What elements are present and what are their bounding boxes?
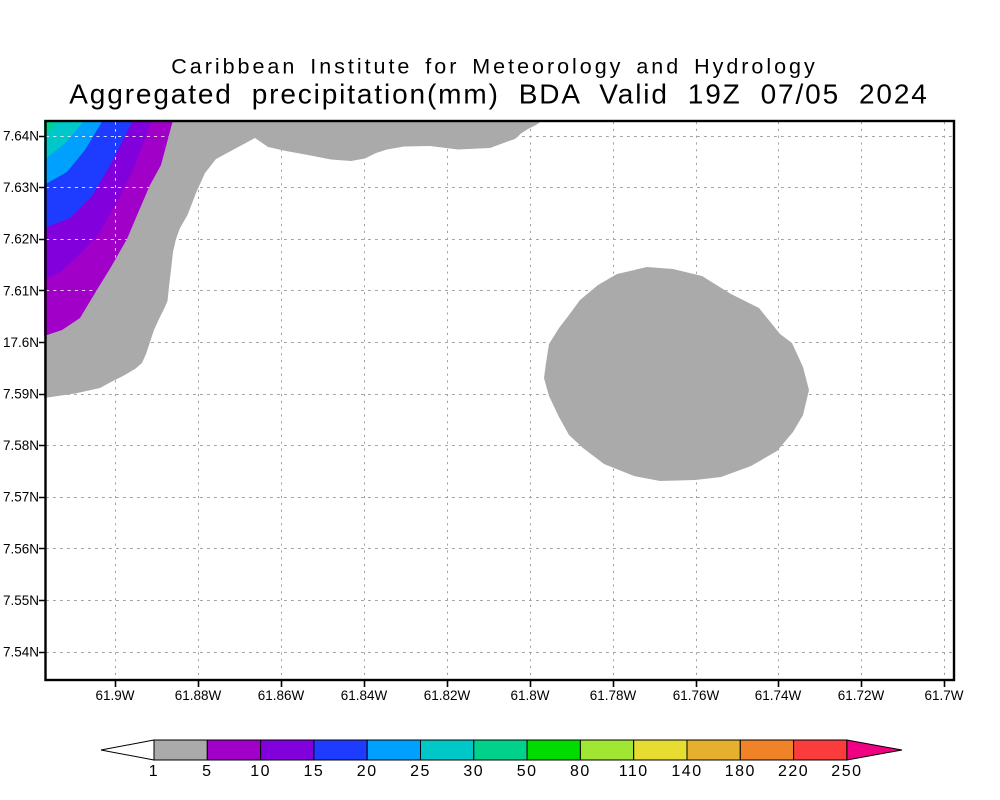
svg-text:80: 80 [570, 763, 591, 780]
svg-text:20: 20 [357, 763, 378, 780]
svg-text:7.55N: 7.55N [3, 593, 39, 608]
svg-text:25: 25 [410, 763, 431, 780]
svg-text:Aggregated precipitation(mm) B: Aggregated precipitation(mm) BDA Valid 1… [69, 79, 928, 110]
svg-text:Caribbean Institute for Meteor: Caribbean Institute for Meteorology and … [171, 55, 817, 79]
svg-text:7.63N: 7.63N [3, 180, 39, 195]
svg-text:220: 220 [778, 763, 809, 780]
svg-text:180: 180 [725, 763, 756, 780]
svg-text:61.78W: 61.78W [590, 688, 637, 703]
svg-text:7.64N: 7.64N [3, 129, 39, 144]
svg-text:61.72W: 61.72W [838, 688, 885, 703]
svg-text:30: 30 [463, 763, 484, 780]
svg-text:61.84W: 61.84W [341, 688, 388, 703]
svg-text:10: 10 [250, 763, 271, 780]
svg-text:7.62N: 7.62N [3, 232, 39, 247]
svg-text:61.76W: 61.76W [673, 688, 720, 703]
svg-text:61.9W: 61.9W [95, 688, 134, 703]
svg-text:61.7W: 61.7W [924, 688, 963, 703]
svg-text:7.59N: 7.59N [3, 387, 39, 402]
svg-text:50: 50 [517, 763, 538, 780]
svg-text:7.58N: 7.58N [3, 438, 39, 453]
svg-text:250: 250 [831, 763, 862, 780]
svg-text:61.88W: 61.88W [175, 688, 222, 703]
svg-text:61.86W: 61.86W [258, 688, 305, 703]
svg-text:1: 1 [149, 763, 159, 780]
svg-text:15: 15 [304, 763, 325, 780]
svg-text:61.82W: 61.82W [424, 688, 471, 703]
svg-text:61.8W: 61.8W [510, 688, 549, 703]
svg-text:61.74W: 61.74W [755, 688, 802, 703]
svg-text:140: 140 [671, 763, 702, 780]
svg-text:7.54N: 7.54N [3, 645, 39, 660]
svg-text:7.61N: 7.61N [3, 283, 39, 298]
svg-text:110: 110 [619, 763, 649, 780]
svg-text:17.6N: 17.6N [3, 335, 39, 350]
svg-text:5: 5 [202, 763, 212, 780]
svg-text:7.56N: 7.56N [3, 541, 39, 556]
svg-text:7.57N: 7.57N [3, 490, 39, 505]
